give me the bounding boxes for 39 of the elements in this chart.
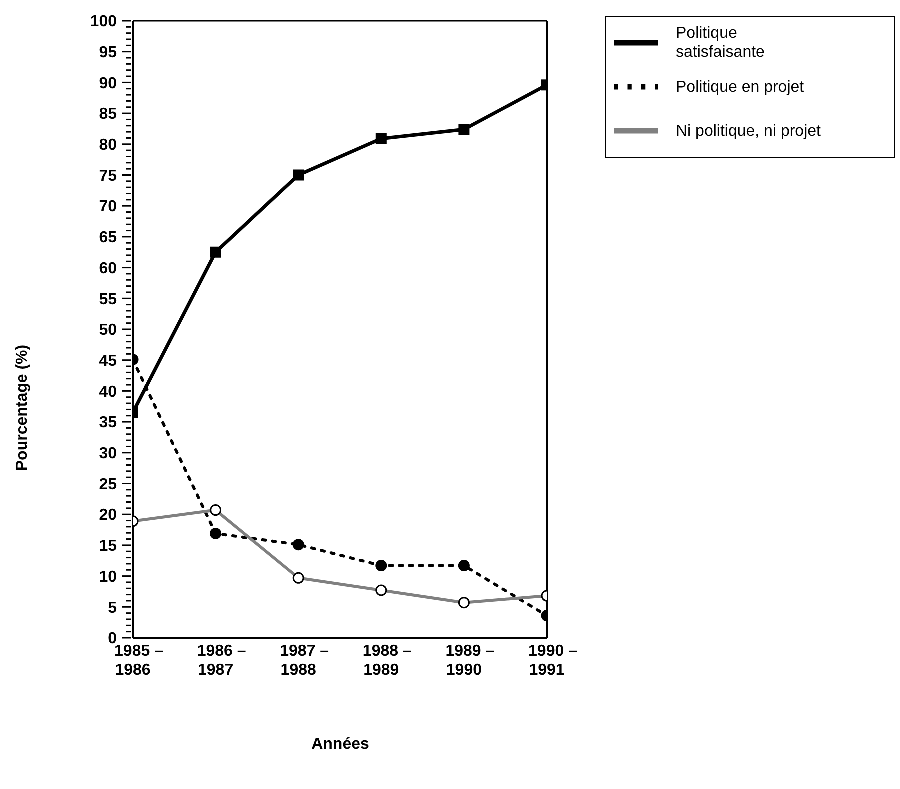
y-tick-label: 55	[99, 291, 118, 308]
y-tick-label: 50	[99, 322, 118, 340]
y-tick-label: 70	[99, 198, 118, 216]
legend-label: Politique satisfaisante	[676, 24, 766, 62]
point	[292, 539, 304, 551]
y-tick-label: 60	[99, 260, 118, 278]
point	[293, 170, 304, 181]
legend-label: Politique en projet	[676, 78, 806, 96]
point	[376, 133, 387, 144]
y-axis-title: Pourcentage (%)	[14, 344, 32, 472]
y-tick-label: 100	[90, 14, 118, 31]
x-tick-label: 1990 – 1991	[528, 643, 578, 679]
x-tick-label: 1986 – 1987	[197, 643, 246, 679]
y-tick-label: 80	[99, 137, 118, 154]
x-tick-label: 1988 – 1989	[362, 643, 412, 679]
y-tick-label: 95	[99, 44, 118, 62]
y-tick-label: 45	[99, 352, 118, 370]
x-tick-label: 1985 – 1986	[114, 643, 164, 679]
x-tick-label: 1989 – 1990	[446, 643, 495, 679]
y-tick-label: 5	[108, 600, 118, 617]
y-tick-label: 25	[99, 476, 118, 494]
legend-label: Ni politique, ni projet	[676, 122, 822, 140]
point	[210, 246, 222, 258]
point	[376, 560, 388, 572]
y-tick-label: 10	[99, 568, 118, 586]
y-tick-label: 65	[99, 230, 118, 247]
x-axis-title: Années	[310, 736, 370, 754]
x-tick-label: 1987 – 1988	[280, 643, 330, 679]
point	[210, 528, 222, 540]
y-tick-label: 90	[99, 75, 118, 92]
point	[458, 560, 470, 572]
y-tick-label: 35	[99, 414, 118, 432]
y-tick-label: 75	[99, 168, 118, 185]
point	[458, 124, 470, 136]
y-tick-label: 30	[99, 446, 118, 462]
y-tick-label: 15	[99, 538, 118, 556]
y-tick-label: 20	[99, 507, 118, 524]
y-tick-label: 85	[99, 106, 118, 124]
y-tick-label: 40	[99, 384, 118, 401]
